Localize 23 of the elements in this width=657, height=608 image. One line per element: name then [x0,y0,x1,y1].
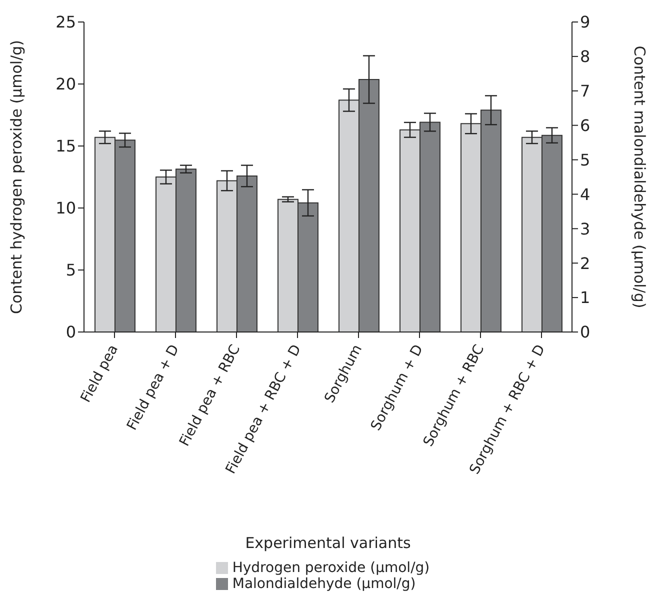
y2-tick-label: 0 [580,322,590,342]
y2-tick-label: 3 [580,219,590,238]
y-tick-label: 15 [56,136,76,156]
y2-tick-label: 4 [580,184,590,204]
y2-tick-label: 6 [580,116,590,136]
y-tick-label: 25 [56,12,76,32]
y2-tick-label: 2 [580,254,590,273]
y2-axis-title: Content malondialdehyde (µmol/g) [630,46,649,308]
y-axis-title: Content hydrogen peroxide (µmol/g) [7,40,26,314]
y-tick-label: 5 [66,260,76,280]
y2-tick-label: 1 [580,288,590,308]
y2-tick-label: 7 [580,82,590,101]
x-tick-label: Field pea + D [124,342,183,433]
legend-label: Hydrogen peroxide (µmol/g) [232,560,430,576]
y-tick-label: 10 [56,198,76,218]
y2-tick-label: 9 [580,12,590,32]
y2-tick-label: 8 [580,47,590,66]
y-tick-label: 20 [56,74,76,94]
y-tick-label: 0 [66,322,76,342]
x-axis-title: Experimental variants [245,534,411,552]
legend-label: Malondialdehyde (µmol/g) [232,576,416,592]
y2-tick-label: 5 [580,150,590,170]
x-tick-label: Field pea [78,342,122,406]
